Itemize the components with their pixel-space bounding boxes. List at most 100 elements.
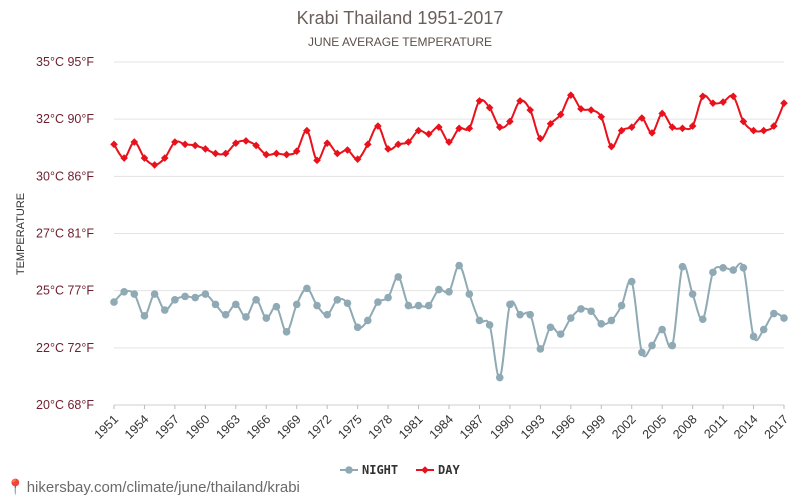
data-point-night[interactable] [140, 312, 149, 320]
data-point-night[interactable] [150, 290, 159, 298]
data-point-night[interactable] [110, 298, 118, 306]
data-point-night[interactable] [719, 264, 727, 272]
data-point-day[interactable] [638, 114, 646, 122]
legend[interactable]: NIGHT DAY [340, 463, 460, 475]
data-point-day[interactable] [688, 122, 697, 130]
data-point-day[interactable] [435, 123, 443, 131]
footer-link[interactable]: 📍 hikersbay.com/climate/june/thailand/kra… [6, 478, 300, 496]
data-point-night[interactable] [648, 341, 656, 350]
data-point-night[interactable] [232, 300, 240, 309]
data-point-day[interactable] [698, 92, 707, 101]
data-point-day[interactable] [313, 156, 321, 165]
data-point-night[interactable] [160, 306, 169, 314]
data-point-night[interactable] [282, 328, 291, 336]
data-point-day[interactable] [749, 126, 758, 135]
data-point-night[interactable] [759, 325, 768, 334]
data-point-night[interactable] [120, 288, 128, 296]
data-point-day[interactable] [424, 130, 433, 138]
data-point-night[interactable] [567, 314, 575, 322]
data-point-night[interactable] [709, 268, 717, 277]
data-point-day[interactable] [567, 91, 575, 99]
data-point-night[interactable] [617, 301, 626, 310]
data-point-night[interactable] [495, 373, 504, 382]
data-point-day[interactable] [181, 140, 189, 149]
data-point-day[interactable] [597, 113, 606, 121]
data-point-night[interactable] [546, 323, 555, 332]
data-point-night[interactable] [536, 345, 545, 353]
data-point-day[interactable] [556, 110, 565, 119]
data-point-day[interactable] [465, 124, 474, 133]
data-point-day[interactable] [780, 99, 788, 107]
data-point-day[interactable] [414, 126, 423, 135]
data-point-day[interactable] [160, 154, 169, 162]
data-point-day[interactable] [242, 137, 250, 145]
data-point-day[interactable] [485, 103, 494, 112]
data-point-day[interactable] [140, 154, 149, 162]
data-point-day[interactable] [455, 124, 463, 133]
data-point-day[interactable] [282, 150, 291, 159]
data-point-day[interactable] [475, 97, 484, 105]
data-point-night[interactable] [607, 316, 616, 325]
data-point-day[interactable] [577, 105, 585, 113]
data-point-night[interactable] [303, 284, 311, 293]
data-point-night[interactable] [465, 290, 474, 298]
data-point-day[interactable] [759, 126, 768, 135]
data-point-day[interactable] [770, 122, 778, 130]
data-point-night[interactable] [739, 264, 748, 272]
data-point-night[interactable] [638, 348, 646, 357]
data-point-day[interactable] [617, 126, 626, 135]
data-point-night[interactable] [211, 300, 220, 309]
data-point-day[interactable] [587, 106, 595, 114]
data-point-day[interactable] [384, 145, 392, 153]
data-point-day[interactable] [546, 119, 555, 128]
data-point-night[interactable] [191, 293, 200, 302]
data-point-night[interactable] [201, 290, 210, 298]
data-point-night[interactable] [323, 310, 331, 319]
data-point-night[interactable] [262, 314, 271, 322]
data-point-day[interactable] [292, 147, 301, 155]
data-point-day[interactable] [252, 141, 260, 150]
data-point-day[interactable] [130, 138, 139, 146]
data-point-day[interactable] [536, 134, 545, 143]
data-point-day[interactable] [262, 150, 271, 159]
data-point-night[interactable] [424, 301, 433, 310]
data-point-night[interactable] [506, 300, 514, 309]
data-point-day[interactable] [668, 123, 677, 131]
data-point-night[interactable] [485, 321, 494, 329]
data-point-night[interactable] [221, 310, 230, 319]
data-point-night[interactable] [374, 298, 382, 306]
data-point-day[interactable] [343, 146, 352, 154]
data-point-night[interactable] [353, 323, 362, 332]
data-point-night[interactable] [445, 288, 453, 296]
data-point-night[interactable] [678, 262, 687, 271]
data-point-night[interactable] [729, 266, 738, 274]
legend-item-day[interactable]: DAY [416, 463, 460, 475]
data-point-day[interactable] [303, 126, 311, 135]
data-point-night[interactable] [526, 310, 535, 319]
legend-item-night[interactable]: NIGHT [340, 463, 398, 475]
data-point-night[interactable] [343, 299, 352, 308]
data-point-night[interactable] [181, 292, 189, 301]
data-point-day[interactable] [272, 149, 281, 158]
data-point-night[interactable] [455, 261, 463, 270]
data-point-night[interactable] [688, 290, 697, 298]
data-point-night[interactable] [627, 277, 636, 286]
data-point-night[interactable] [363, 316, 372, 325]
data-point-day[interactable] [221, 149, 230, 158]
data-point-day[interactable] [394, 140, 403, 149]
data-point-night[interactable] [698, 315, 707, 324]
data-point-day[interactable] [363, 140, 372, 149]
data-point-day[interactable] [171, 138, 179, 146]
data-point-day[interactable] [729, 92, 738, 101]
data-point-night[interactable] [780, 314, 788, 322]
data-point-night[interactable] [658, 325, 666, 334]
data-point-night[interactable] [435, 285, 443, 294]
data-point-day[interactable] [333, 149, 342, 158]
data-point-day[interactable] [607, 142, 616, 151]
data-point-night[interactable] [272, 302, 281, 311]
data-point-day[interactable] [678, 124, 687, 133]
data-point-day[interactable] [739, 117, 748, 126]
data-point-night[interactable] [292, 300, 301, 309]
data-point-day[interactable] [709, 99, 717, 107]
data-point-day[interactable] [191, 141, 200, 150]
